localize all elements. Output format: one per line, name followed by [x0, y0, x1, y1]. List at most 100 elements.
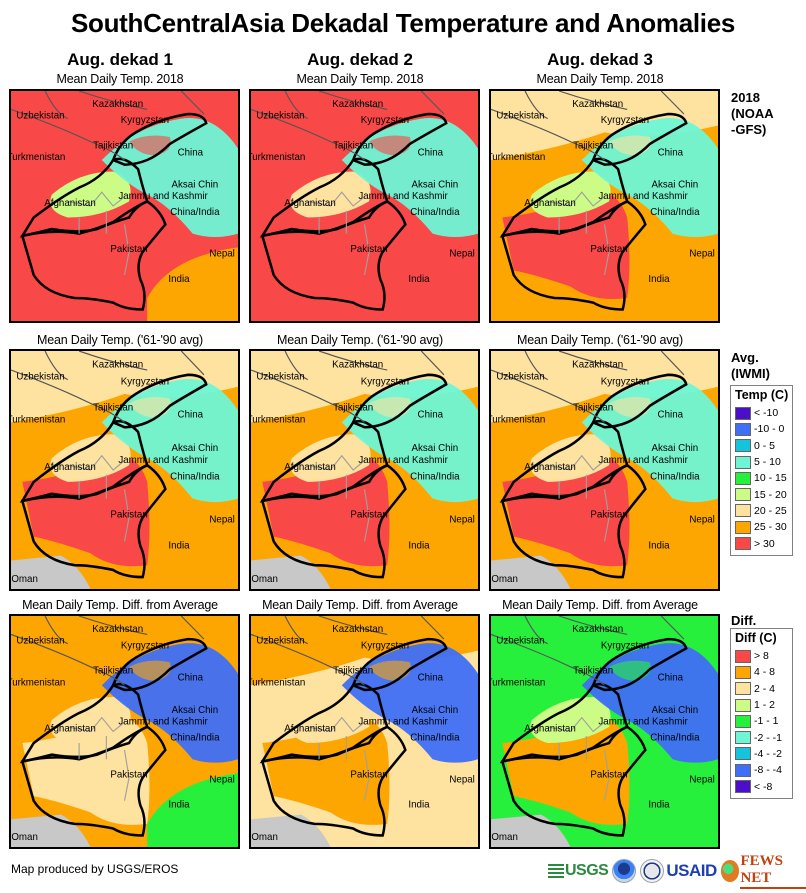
- province-lines: [547, 716, 610, 801]
- border-lines: [11, 91, 205, 161]
- legend-item: 10 - 15: [735, 470, 789, 486]
- map-panel: Kazakhstan Uzbekistan Kyrgyzstan Tajikistan…: [249, 614, 480, 849]
- legend-item: 20 - 25: [735, 503, 789, 519]
- country-label: Aksai Chin: [652, 705, 699, 716]
- legend-item: < -8: [735, 778, 789, 794]
- country-label: Uzbekistan: [496, 636, 544, 647]
- legend-label: -8 - -4: [754, 764, 783, 777]
- afghan-highlands: [290, 696, 371, 744]
- country-label: China/India: [170, 471, 220, 482]
- country-label: Jammu and Kashmir: [598, 191, 688, 202]
- country-label: Oman: [251, 574, 278, 585]
- legend-swatch: [735, 504, 751, 518]
- legend-item: 0 - 5: [735, 438, 789, 454]
- country-label: Afghanistan: [44, 723, 95, 734]
- credit-text: Map produced by USGS/EROS: [11, 862, 179, 876]
- country-label: Nepal: [689, 774, 714, 785]
- row-label-current: 2018 (NOAA -GFS): [731, 90, 774, 138]
- legend-label: 25 - 30: [754, 521, 787, 534]
- country-label: Pakistan: [110, 244, 147, 255]
- usaid-seal-icon: [640, 859, 665, 883]
- difference-legend: Diff (C) > 8 4 - 8 2 - 4 1 - 2 -1 - 1 -2 - -1…: [730, 628, 793, 799]
- legend-label: > 8: [754, 650, 769, 663]
- country-label: Kazakhstan: [572, 99, 623, 110]
- province-lines: [67, 191, 130, 276]
- country-label: Uzbekistan: [16, 371, 64, 382]
- pakistan-border: [500, 199, 647, 311]
- country-label: India: [408, 274, 430, 285]
- legend-item: 1 - 2: [735, 697, 789, 713]
- country-label: Pakistan: [350, 770, 387, 781]
- subtitle-average-3: Mean Daily Temp. ('61-'90 avg): [517, 333, 683, 347]
- kyrgyz-tajik-border: [591, 373, 688, 429]
- legend-item: 25 - 30: [735, 519, 789, 535]
- country-label: Kyrgyzstan: [121, 376, 169, 387]
- country-label: Tajikistan: [333, 402, 373, 413]
- pakistan-border: [20, 199, 167, 311]
- legend-item: > 8: [735, 648, 789, 664]
- country-label: Uzbekistan: [16, 636, 64, 647]
- legend-label: -1 - 1: [754, 715, 779, 728]
- map-panel: Kazakhstan Uzbekistan Kyrgyzstan Tajikistan…: [489, 614, 720, 849]
- valley-patch: [609, 135, 651, 156]
- map-canvas: Kazakhstan Uzbekistan Kyrgyzstan Tajikistan…: [11, 351, 238, 589]
- noaa-logo: [612, 858, 637, 884]
- map-canvas: Kazakhstan Uzbekistan Kyrgyzstan Tajikistan…: [251, 616, 478, 847]
- legend-label: 4 - 8: [754, 666, 776, 679]
- legend-swatch: [735, 763, 751, 777]
- pakistan-border: [260, 199, 407, 311]
- legend-item: 5 - 10: [735, 454, 789, 470]
- country-label: Kazakhstan: [332, 99, 383, 110]
- legend-label: > 30: [754, 537, 775, 550]
- india-region: [627, 512, 718, 589]
- northern-region: [491, 616, 718, 686]
- legend-title: Diff (C): [735, 631, 777, 645]
- northern-region: [251, 616, 478, 686]
- row-label-line: 2018: [731, 90, 760, 105]
- country-label: China: [178, 673, 204, 684]
- border-lines: [251, 351, 445, 423]
- country-label: Turkmenistan: [251, 677, 305, 688]
- legend-item: < -10: [735, 405, 789, 421]
- country-label: Kazakhstan: [572, 359, 623, 370]
- kyrgyz-tajik-border: [111, 637, 208, 692]
- country-label: Turkmenistan: [11, 677, 65, 688]
- country-label: Kyrgyzstan: [601, 376, 649, 387]
- country-label: China/India: [170, 207, 220, 218]
- country-label: Pakistan: [350, 509, 387, 520]
- map-panel: Kazakhstan Uzbekistan Kyrgyzstan Tajikistan…: [9, 89, 240, 323]
- legend-swatch: [735, 520, 751, 534]
- country-label: China: [418, 147, 444, 158]
- country-label: Jammu and Kashmir: [118, 455, 208, 466]
- legend-label: < -8: [754, 780, 773, 793]
- india-region: [627, 773, 718, 847]
- legend-swatch: [735, 422, 751, 436]
- country-label: Tajikistan: [93, 140, 133, 151]
- usgs-wordmark: USGS: [565, 862, 609, 879]
- legend-swatch: [735, 488, 751, 502]
- subtitle-average-2: Mean Daily Temp. ('61-'90 avg): [277, 333, 443, 347]
- country-label: China/India: [410, 471, 460, 482]
- row-label-average: Avg. (IWMI): [731, 350, 770, 382]
- pakistan-border: [260, 463, 407, 579]
- pakistan-border: [500, 463, 647, 579]
- map-canvas: Kazakhstan Uzbekistan Kyrgyzstan Tajikistan…: [11, 91, 238, 321]
- row-label-line: Avg.: [731, 350, 759, 365]
- country-label: Kazakhstan: [332, 624, 383, 635]
- country-label: Kyrgyzstan: [361, 115, 409, 126]
- valley-patch: [369, 135, 411, 156]
- country-label: China: [418, 673, 444, 684]
- legend-label: 5 - 10: [754, 456, 781, 469]
- border-lines: [11, 351, 205, 423]
- legend-item: > 30: [735, 535, 789, 551]
- legend-swatch: [735, 537, 751, 551]
- map-title: SouthCentralAsia Dekadal Temperature and…: [70, 8, 736, 38]
- country-label: Aksai Chin: [652, 180, 699, 191]
- country-label: Jammu and Kashmir: [598, 717, 688, 728]
- country-label: Uzbekistan: [256, 636, 304, 647]
- country-label: Kazakhstan: [92, 624, 143, 635]
- country-label: China: [658, 673, 684, 684]
- country-label: Kazakhstan: [572, 624, 623, 635]
- country-label: China/India: [170, 733, 220, 744]
- province-lines: [307, 454, 370, 542]
